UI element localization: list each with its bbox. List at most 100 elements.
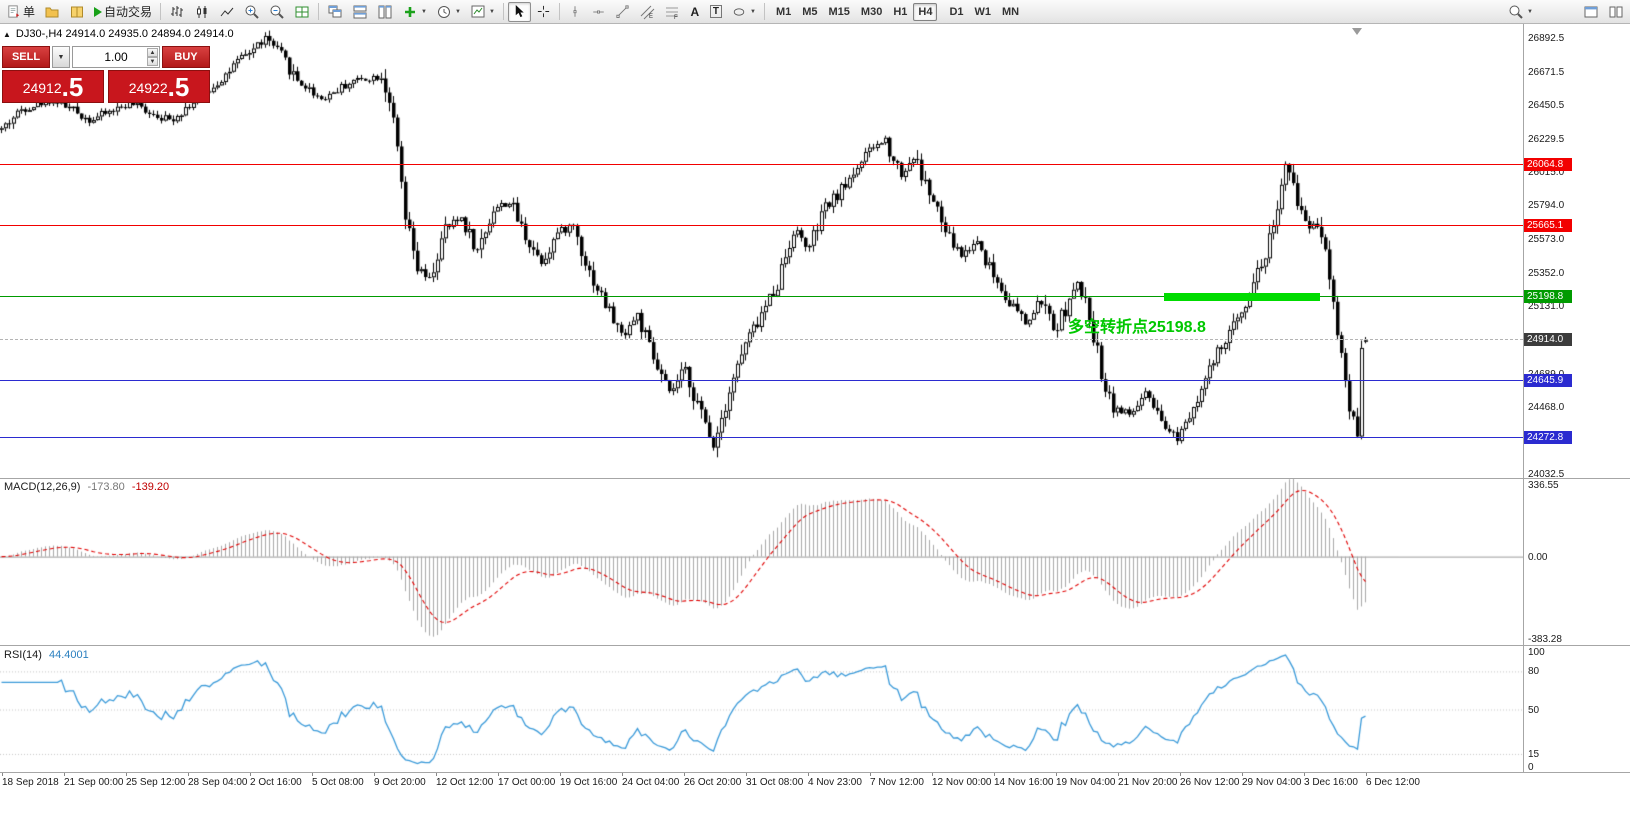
- macd-title: MACD(12,26,9) -173.80 -139.20: [4, 481, 169, 493]
- new-order-button[interactable]: 单: [2, 2, 39, 22]
- periods-button[interactable]: ▼: [432, 2, 465, 22]
- grid-button[interactable]: [290, 2, 314, 22]
- tile-vertical-button[interactable]: [373, 2, 397, 22]
- price-level-line-24645.9[interactable]: [0, 380, 1523, 381]
- price-level-line-24914.0[interactable]: [0, 339, 1523, 340]
- cascade-windows-button[interactable]: [323, 2, 347, 22]
- stepper-up-icon[interactable]: ▲: [147, 48, 158, 57]
- one-click-collapse-icon[interactable]: ▲: [3, 29, 11, 39]
- volume-input[interactable]: 1.00 ▲ ▼: [72, 46, 160, 68]
- rsi-panel-canvas[interactable]: [0, 646, 1523, 773]
- time-axis-label: 19 Nov 04:00: [1056, 777, 1116, 788]
- time-axis-label: 31 Oct 08:00: [746, 777, 804, 788]
- buy-button[interactable]: BUY: [162, 46, 210, 68]
- time-axis-label: 2 Oct 16:00: [250, 777, 302, 788]
- cursor-button[interactable]: [507, 1, 531, 22]
- toolbar-separator: [160, 3, 162, 20]
- timeframe-button-h1[interactable]: H1: [893, 5, 908, 18]
- timeframe-button-d1[interactable]: D1: [949, 5, 964, 18]
- timeframe-button-m5[interactable]: M5: [802, 5, 818, 18]
- zoom-out-button[interactable]: [265, 2, 289, 22]
- volume-value: 1.00: [104, 50, 128, 64]
- macd-name: MACD(12,26,9): [4, 481, 81, 493]
- time-axis-label: 5 Oct 08:00: [312, 777, 364, 788]
- timeframe-button-mn[interactable]: MN: [1002, 5, 1020, 18]
- sell-button[interactable]: SELL: [2, 46, 50, 68]
- new-order-label: 单: [23, 5, 36, 19]
- sell-price-box[interactable]: 24912.5: [2, 70, 104, 103]
- crosshair-button[interactable]: [532, 2, 555, 22]
- vertical-line-tool-button[interactable]: [564, 2, 586, 22]
- fibonacci-icon: F: [665, 7, 678, 20]
- window-button-2[interactable]: [1604, 2, 1628, 22]
- line-chart-button[interactable]: [215, 2, 239, 22]
- fibonacci-tool-button[interactable]: F: [660, 2, 684, 22]
- add-indicator-button[interactable]: ▼: [398, 2, 431, 22]
- equidistant-channel-icon: E: [640, 5, 655, 20]
- timeframe-button-m30[interactable]: M30: [860, 5, 883, 18]
- macd-panel-canvas[interactable]: [0, 479, 1523, 645]
- book-button[interactable]: [65, 2, 89, 22]
- trendline-tool-button[interactable]: [611, 2, 634, 22]
- time-axis-label: 26 Oct 20:00: [684, 777, 742, 788]
- horizontal-line-icon: [593, 10, 604, 13]
- time-axis-label: 4 Nov 23:00: [808, 777, 862, 788]
- timeframe-button-w1[interactable]: W1: [974, 5, 992, 18]
- autotrade-label: 自动交易: [104, 5, 153, 19]
- price-level-line-24272.8[interactable]: [0, 437, 1523, 438]
- tile-horizontal-button[interactable]: [348, 2, 372, 22]
- price-level-line-26064.8[interactable]: [0, 164, 1523, 165]
- macd-main-value: -173.80: [87, 481, 125, 493]
- stepper-down-icon[interactable]: ▼: [147, 57, 158, 66]
- chevron-down-icon: ▼: [1527, 8, 1533, 15]
- text-tool-button[interactable]: A: [685, 2, 705, 22]
- price-chart-canvas[interactable]: [0, 24, 1523, 478]
- volume-stepper[interactable]: ▲ ▼: [147, 48, 158, 66]
- window-button-1[interactable]: [1579, 2, 1603, 22]
- timeframe-button-m15[interactable]: M15: [828, 5, 850, 18]
- price-axis-tick: 26450.5: [1528, 100, 1565, 112]
- horizontal-line-tool-button[interactable]: [587, 2, 610, 22]
- timeframe-button-h4[interactable]: H4: [913, 2, 938, 21]
- zoom-in-button[interactable]: [240, 2, 264, 22]
- panel-separator[interactable]: [0, 645, 1630, 646]
- time-axis-label: 17 Oct 00:00: [498, 777, 556, 788]
- time-axis-label: 21 Sep 00:00: [64, 777, 124, 788]
- chart-shift-marker[interactable]: [1352, 28, 1362, 35]
- templates-button[interactable]: ▼: [466, 2, 499, 22]
- timeframe-button-m1[interactable]: M1: [775, 5, 792, 18]
- autotrading-button[interactable]: 自动交易: [90, 2, 156, 22]
- bar-chart-button[interactable]: [165, 2, 189, 22]
- time-axis-tick: [312, 773, 313, 776]
- equidistant-channel-tool-button[interactable]: E: [635, 2, 659, 22]
- turning-point-annotation[interactable]: 多空转折点25198.8: [1068, 319, 1206, 336]
- buy-price-box[interactable]: 24922.5: [108, 70, 210, 103]
- support-highlight-bar[interactable]: [1164, 293, 1320, 301]
- panel-separator[interactable]: [0, 478, 1630, 479]
- price-level-label: 24914.0: [1524, 333, 1572, 346]
- time-axis-label: 6 Dec 12:00: [1366, 777, 1420, 788]
- time-axis-tick: [374, 773, 375, 776]
- shapes-tool-button[interactable]: ▼: [727, 2, 760, 22]
- text-label-tool-button[interactable]: T: [706, 2, 726, 22]
- chevron-down-icon: ▼: [488, 8, 495, 15]
- chart-template-icon: [471, 5, 485, 17]
- tile-vertical-icon: [378, 5, 392, 18]
- time-axis-label: 21 Nov 20:00: [1118, 777, 1178, 788]
- folder-button[interactable]: [40, 2, 64, 22]
- price-axis-separator[interactable]: [1523, 24, 1524, 773]
- volume-dropdown-button[interactable]: ▼: [52, 46, 70, 68]
- price-axis-tick: 25794.0: [1528, 200, 1565, 212]
- price-level-line-25198.8[interactable]: [0, 296, 1523, 297]
- time-axis-tick: [1180, 773, 1181, 776]
- candlestick-chart-button[interactable]: [190, 2, 214, 22]
- cursor-icon: [515, 4, 524, 18]
- chevron-down-icon: ▼: [454, 8, 461, 15]
- clock-icon: [437, 5, 450, 18]
- cascade-windows-icon: [328, 5, 342, 17]
- price-axis-tick: 24468.0: [1528, 402, 1565, 414]
- time-axis-tick: [560, 773, 561, 776]
- toolbar-separator: [502, 3, 504, 20]
- search-button[interactable]: ▼: [1504, 2, 1537, 22]
- price-level-line-25665.1[interactable]: [0, 225, 1523, 226]
